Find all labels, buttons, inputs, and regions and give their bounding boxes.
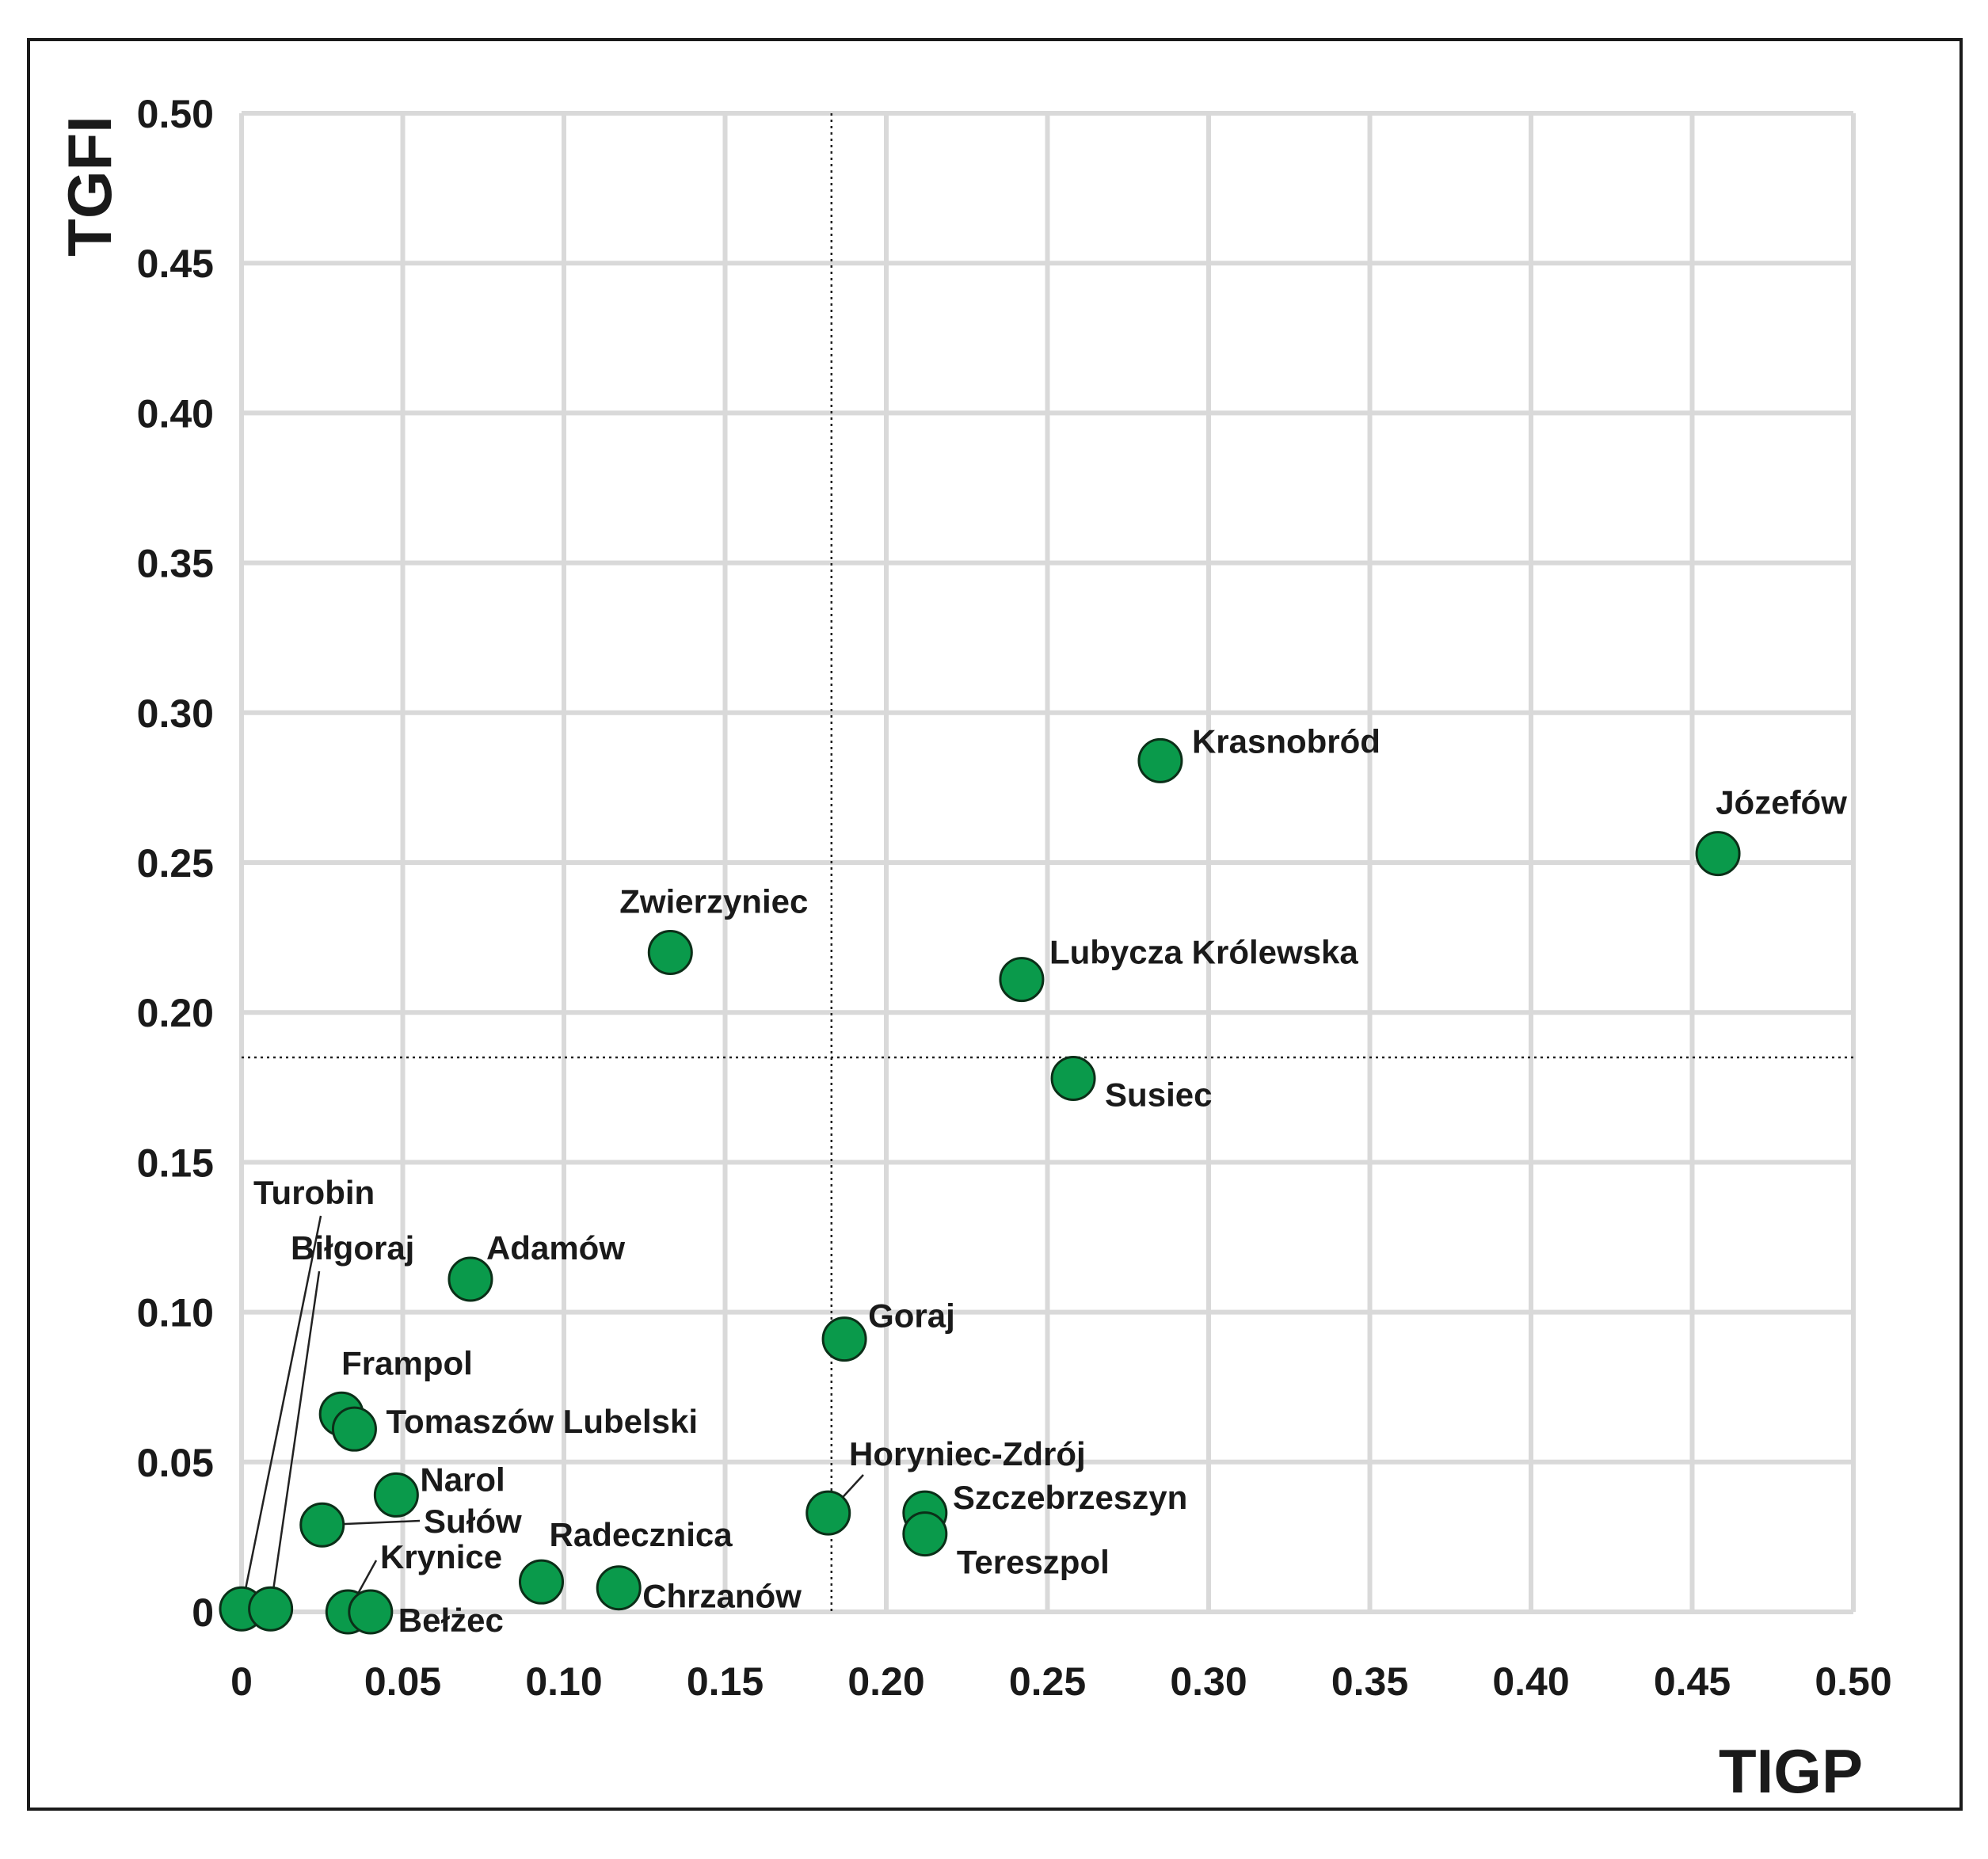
x-tick-label: 0.30 [1170, 1659, 1247, 1704]
label-turobin: Turobin [253, 1174, 375, 1211]
label-tereszpol: Tereszpol [957, 1544, 1110, 1581]
y-tick-label: 0.30 [137, 691, 214, 736]
label-radecznica: Radecznica [550, 1516, 733, 1553]
point-narol [373, 1472, 419, 1518]
y-tick-label: 0.10 [137, 1291, 214, 1335]
y-tick-label: 0.15 [137, 1141, 214, 1185]
point-zwierzyniec [647, 930, 693, 976]
y-axis-title: TGFI [55, 116, 124, 257]
x-tick-label: 0.05 [364, 1659, 441, 1704]
y-tick-label: 0.05 [137, 1441, 214, 1485]
x-tick-label: 0.25 [1009, 1659, 1086, 1704]
y-tick-label: 0.35 [137, 542, 214, 586]
label-chrzanow: Chrzanów [642, 1578, 802, 1615]
point-belzec [348, 1589, 394, 1635]
y-tick-label: 0.45 [137, 242, 214, 286]
x-tick-label: 0 [230, 1659, 253, 1704]
label-krasnobrod: Krasnobród [1192, 722, 1381, 760]
x-tick-label: 0.45 [1654, 1659, 1731, 1704]
y-tick-label: 0 [192, 1590, 214, 1635]
x-tick-label: 0.10 [525, 1659, 602, 1704]
x-axis-title: TIGP [1719, 1736, 1863, 1806]
label-susiec: Susiec [1105, 1076, 1212, 1113]
point-goraj [821, 1316, 867, 1362]
data-points [219, 737, 1741, 1635]
point-radecznica [519, 1559, 565, 1605]
y-tick-label: 0.25 [137, 841, 214, 886]
x-tick-label: 0.35 [1331, 1659, 1408, 1704]
x-tick-label: 0.40 [1492, 1659, 1569, 1704]
point-chrzanow [596, 1565, 642, 1611]
label-zwierzyniec: Zwierzyniec [619, 883, 808, 920]
y-tick-label: 0.20 [137, 991, 214, 1035]
leader-bilgoraj [269, 1270, 321, 1609]
label-bilgoraj: Biłgoraj [291, 1229, 414, 1267]
tick-labels: 0 0.05 0.10 0.15 0.20 0.25 0.30 0.35 0.40 0.45 0.5… [137, 92, 1892, 1704]
point-sulow [299, 1502, 345, 1548]
label-goraj: Goraj [868, 1297, 955, 1335]
leader-turobin [240, 1215, 322, 1609]
point-jozefow [1695, 831, 1741, 877]
label-krynice: Krynice [380, 1538, 502, 1575]
label-adamow: Adamów [486, 1229, 625, 1267]
label-frampol: Frampol [341, 1344, 473, 1381]
reference-lines [242, 113, 1853, 1612]
label-jozefow: Józefów [1716, 784, 1847, 821]
label-lubycza-krolewska: Lubycza Królewska [1049, 934, 1358, 971]
point-horyniec-zdroj [805, 1490, 851, 1536]
label-sulow: Sułów [424, 1503, 522, 1540]
point-tereszpol [902, 1511, 948, 1557]
point-krasnobrod [1137, 737, 1183, 783]
point-labels: Turobin Biłgoraj Frampol Tomaszów Lubelski N… [253, 722, 1847, 1639]
chart-frame [27, 38, 1963, 1811]
point-susiec [1050, 1055, 1096, 1101]
y-tick-label: 0.40 [137, 391, 214, 436]
label-szczebrzeszyn: Szczebrzeszyn [953, 1479, 1187, 1516]
point-tomaszow-lubelski [331, 1406, 377, 1452]
x-tick-label: 0.15 [687, 1659, 764, 1704]
point-adamow [447, 1256, 493, 1302]
y-tick-label: 0.50 [137, 92, 214, 136]
grid [239, 111, 1856, 1614]
label-belzec: Bełżec [398, 1602, 504, 1639]
x-tick-label: 0.20 [847, 1659, 924, 1704]
x-tick-label: 0.50 [1815, 1659, 1891, 1704]
label-tomaszow-lubelski: Tomaszów Lubelski [386, 1403, 698, 1440]
label-horyniec-zdroj: Horyniec-Zdrój [849, 1435, 1086, 1472]
label-narol: Narol [420, 1461, 505, 1498]
point-bilgoraj [248, 1586, 294, 1632]
point-lubycza-krolewska [999, 957, 1045, 1003]
